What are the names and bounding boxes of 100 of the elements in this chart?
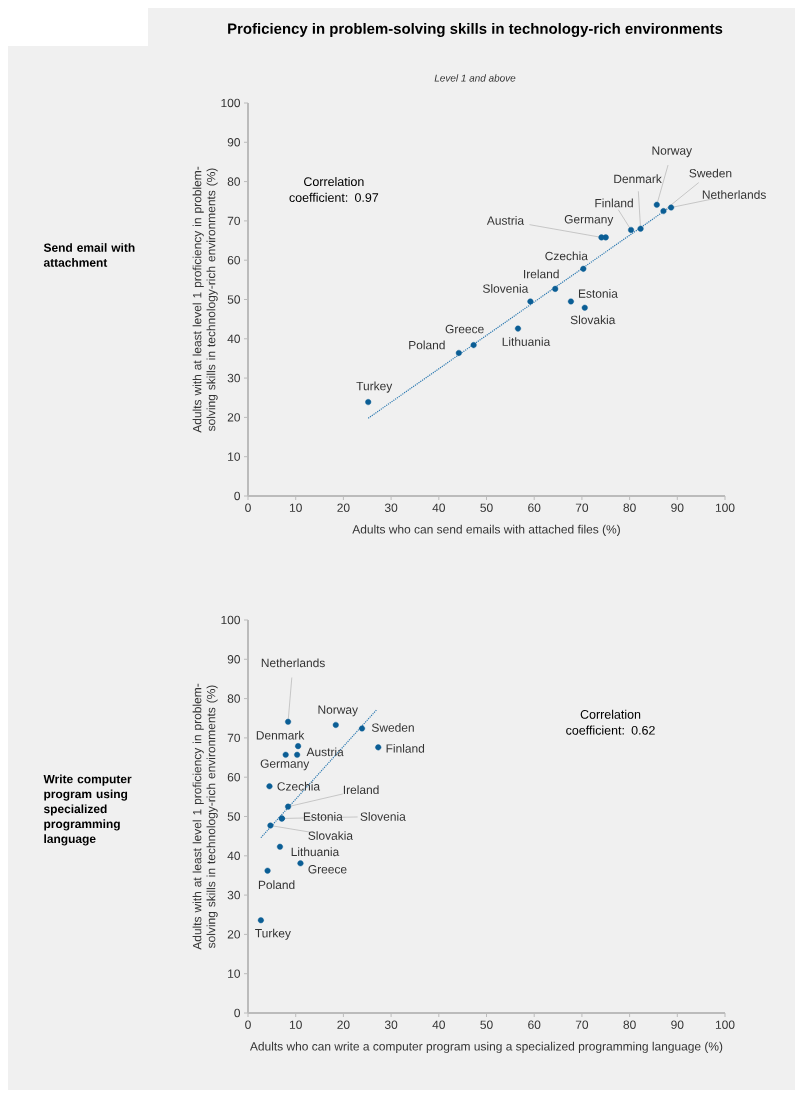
point [598, 234, 605, 241]
x-tick-label: 70 [575, 503, 589, 512]
annotation: Norway [318, 705, 358, 717]
x-tick-label: 60 [528, 1020, 541, 1029]
annotation: Finland [386, 743, 425, 753]
x-tick-label: 50 [480, 503, 493, 512]
y-tick-label: 60 [227, 772, 241, 782]
x-axis-title: Adults who can send emails with attached files (%) [352, 524, 620, 536]
point [282, 751, 289, 758]
point [264, 867, 271, 874]
text: Send email with attachment [43, 243, 135, 267]
y-tick-label: 10 [228, 969, 241, 978]
annotation: Sweden [371, 723, 414, 732]
point [285, 803, 292, 810]
x-tick-label: 100 [715, 503, 735, 512]
annotation: Slovakia [570, 315, 616, 325]
annotation: Denmark [256, 730, 305, 740]
point [581, 304, 588, 311]
annotation: Correlation coefficient: 0.62 [566, 709, 655, 735]
y-axis-title: Adults with at least level 1 proficiency in problem-solving skills in technology-rich environments (%) [192, 166, 218, 433]
x-tick-label: 20 [337, 503, 350, 512]
y-tick-label: 80 [227, 177, 241, 186]
x-tick-label: 10 [289, 1020, 302, 1029]
point [332, 721, 339, 728]
point [628, 226, 635, 233]
annotation: Ireland [343, 785, 379, 795]
annotation: Netherlands [702, 190, 766, 199]
annotation: Lithuania [291, 847, 340, 857]
text: Write computer program using specialized programming language [43, 774, 132, 846]
point [653, 201, 660, 208]
annotation: Sweden [689, 168, 732, 178]
annotation: Slovenia [360, 812, 406, 821]
point [276, 843, 283, 850]
y-axis-title: Adults with at least level 1 proficiency in problem-solving skills in technology-rich environments (%) [192, 683, 218, 950]
annotation: Estonia [303, 812, 343, 821]
y-tick-label: 0 [234, 1008, 241, 1018]
y-tick-label: 20 [227, 413, 241, 422]
point [365, 399, 372, 406]
chart-title: Proficiency in problem-solving skills in technology-rich environments [228, 22, 723, 37]
point [637, 225, 644, 232]
x-tick-label: 0 [245, 503, 251, 512]
annotation: Norway [652, 146, 693, 158]
annotation: Correlation coefficient: 0.97 [289, 176, 379, 202]
point [294, 751, 301, 758]
annotation: Poland [409, 340, 445, 350]
annotation: Greece [308, 865, 347, 874]
x-axis-title: Adults who can write a computer program using a specialized programming language (%) [249, 1041, 723, 1053]
point [266, 783, 273, 790]
point [660, 208, 667, 215]
x-tick-label: 40 [432, 503, 445, 512]
y-tick-label: 50 [227, 295, 241, 304]
point [567, 298, 574, 305]
x-tick-label: 40 [432, 1020, 445, 1029]
annotation: Slovakia [308, 831, 353, 840]
y-tick-label: 40 [227, 334, 241, 344]
y-tick-label: 10 [228, 452, 241, 461]
point [375, 744, 382, 751]
x-tick-label: 30 [384, 503, 398, 512]
annotation: Turkey [255, 928, 291, 940]
point [455, 349, 462, 356]
annotation: Lithuania [502, 337, 551, 346]
point [359, 725, 366, 732]
y-tick-label: 40 [227, 851, 241, 861]
annotation: Denmark [614, 174, 662, 184]
y-tick-label: 70 [227, 733, 241, 743]
x-tick-label: 70 [575, 1020, 589, 1029]
y-tick-label: 80 [227, 694, 241, 703]
point [257, 917, 264, 924]
annotation: Ireland [524, 269, 559, 279]
y-tick-label: 30 [227, 373, 241, 383]
y-tick-label: 100 [221, 615, 241, 625]
annotation: Austria [486, 216, 525, 225]
x-tick-label: 0 [245, 1020, 251, 1029]
point [580, 265, 587, 272]
point [514, 325, 521, 332]
x-tick-label: 100 [715, 1020, 735, 1029]
point [297, 860, 304, 867]
y-tick-label: 50 [227, 812, 241, 821]
x-tick-label: 90 [671, 1020, 684, 1029]
x-tick-label: 50 [480, 1020, 493, 1029]
x-tick-label: 10 [289, 503, 302, 512]
annotation: Czechia [545, 251, 588, 261]
x-tick-label: 80 [623, 503, 636, 512]
annotation: Slovenia [483, 284, 529, 293]
annotation: Austria [306, 747, 344, 757]
point [470, 342, 477, 349]
x-tick-label: 60 [528, 503, 541, 512]
point [552, 285, 559, 292]
point [668, 204, 675, 211]
point [295, 743, 302, 750]
annotation: Germany [564, 214, 614, 226]
y-tick-label: 30 [227, 890, 241, 900]
x-tick-label: 90 [671, 503, 684, 512]
y-tick-label: 90 [227, 138, 241, 147]
y-tick-label: 60 [227, 255, 241, 265]
annotation: Germany [260, 759, 310, 771]
annotation: Estonia [578, 289, 618, 298]
y-tick-label: 70 [227, 216, 241, 226]
y-tick-label: 0 [234, 491, 241, 501]
point [285, 718, 292, 725]
